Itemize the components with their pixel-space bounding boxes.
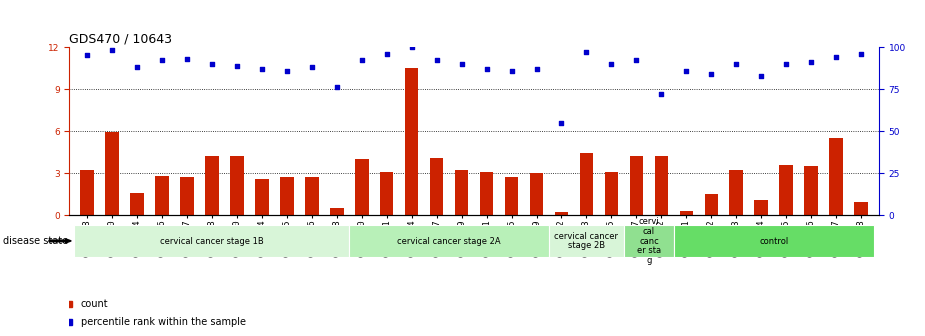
- Point: [754, 73, 769, 78]
- Bar: [555, 212, 568, 215]
- Point: [579, 49, 594, 55]
- Text: cervical cancer stage 2A: cervical cancer stage 2A: [397, 237, 501, 246]
- Point: [179, 56, 194, 61]
- Point: [354, 58, 369, 63]
- Point: [554, 120, 569, 125]
- Bar: [755, 200, 768, 215]
- Bar: [349, 225, 549, 257]
- Point: [154, 58, 169, 63]
- Point: [304, 65, 319, 70]
- Bar: [105, 132, 118, 215]
- Bar: [630, 156, 643, 215]
- Point: [729, 61, 744, 67]
- Point: [379, 51, 394, 56]
- Bar: [855, 202, 869, 215]
- Bar: [280, 177, 293, 215]
- Point: [105, 48, 119, 53]
- Point: [529, 66, 544, 72]
- Bar: [330, 208, 343, 215]
- Bar: [355, 159, 368, 215]
- Text: cervi
cal
canc
er sta
g: cervi cal canc er sta g: [637, 217, 661, 265]
- Point: [429, 58, 444, 63]
- Point: [704, 71, 719, 77]
- Bar: [655, 156, 668, 215]
- Point: [654, 91, 669, 97]
- Point: [80, 53, 94, 58]
- Text: GDS470 / 10643: GDS470 / 10643: [69, 33, 172, 46]
- Point: [854, 51, 869, 56]
- Bar: [80, 170, 93, 215]
- Bar: [830, 138, 844, 215]
- Bar: [730, 170, 743, 215]
- Bar: [305, 177, 318, 215]
- Point: [504, 68, 519, 73]
- Bar: [180, 177, 193, 215]
- Bar: [505, 177, 518, 215]
- Bar: [455, 170, 468, 215]
- Point: [204, 61, 219, 67]
- Point: [229, 63, 244, 68]
- Bar: [205, 156, 218, 215]
- Bar: [230, 156, 243, 215]
- Bar: [805, 166, 819, 215]
- Text: percentile rank within the sample: percentile rank within the sample: [81, 317, 246, 327]
- Bar: [705, 194, 718, 215]
- Bar: [480, 172, 493, 215]
- Bar: [430, 158, 443, 215]
- Bar: [405, 68, 418, 215]
- Bar: [154, 176, 168, 215]
- Bar: [624, 225, 674, 257]
- Bar: [549, 225, 624, 257]
- Point: [479, 66, 494, 72]
- Text: disease state: disease state: [3, 236, 68, 246]
- Bar: [74, 225, 349, 257]
- Bar: [674, 225, 874, 257]
- Bar: [380, 172, 393, 215]
- Point: [604, 61, 619, 67]
- Point: [254, 66, 269, 72]
- Point: [679, 68, 694, 73]
- Point: [404, 44, 419, 50]
- Bar: [605, 172, 618, 215]
- Text: count: count: [81, 299, 108, 309]
- Text: cervical cancer
stage 2B: cervical cancer stage 2B: [554, 232, 619, 250]
- Bar: [530, 173, 543, 215]
- Point: [829, 54, 844, 60]
- Bar: [680, 211, 693, 215]
- Text: control: control: [759, 237, 788, 246]
- Bar: [780, 165, 794, 215]
- Point: [629, 58, 644, 63]
- Text: cervical cancer stage 1B: cervical cancer stage 1B: [160, 237, 264, 246]
- Point: [279, 68, 294, 73]
- Point: [329, 85, 344, 90]
- Point: [779, 61, 794, 67]
- Bar: [130, 193, 143, 215]
- Point: [804, 59, 819, 65]
- Bar: [255, 179, 268, 215]
- Bar: [580, 154, 593, 215]
- Point: [454, 61, 469, 67]
- Point: [130, 65, 144, 70]
